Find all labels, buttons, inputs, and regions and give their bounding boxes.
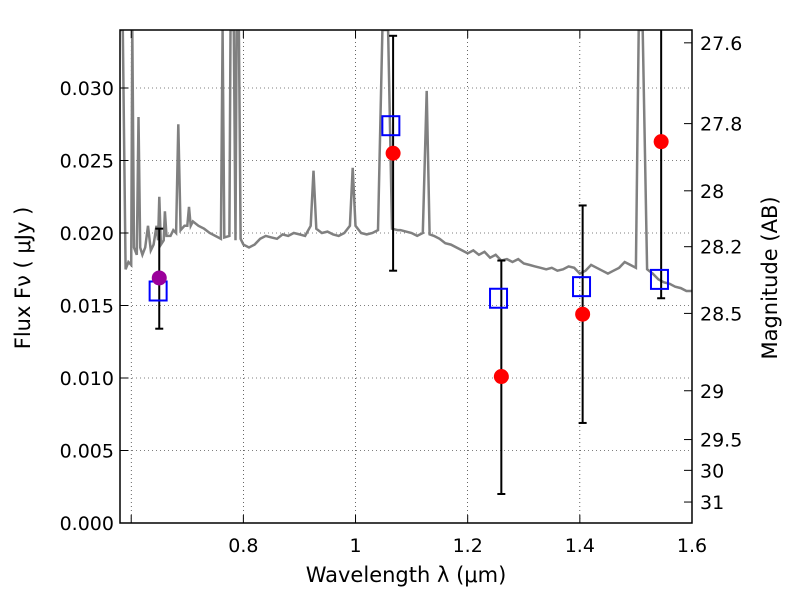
model-spectrum (120, 30, 692, 293)
circle-marker (151, 270, 167, 286)
data-markers (148, 115, 669, 385)
square-marker (572, 276, 592, 298)
circle-marker (385, 145, 401, 161)
y2-axis-ticks: 27.6 27.8 28 28.2 28.5 29 29.5 30 31 (684, 33, 742, 514)
x-tick-label: 1.2 (453, 535, 483, 557)
circle-marker (493, 369, 509, 385)
x-tick-label: 1.6 (677, 535, 707, 557)
y2-tick-label: 28.5 (700, 303, 742, 325)
circle-marker (575, 306, 591, 322)
y2-tick-label: 30 (700, 460, 724, 482)
y-tick-label: 0.000 (60, 513, 114, 535)
y-axis-ticks: 0.000 0.005 0.010 0.015 0.020 0.025 0.030 (60, 78, 128, 535)
y2-tick-label: 28.2 (700, 237, 742, 259)
x-tick-label: 0.8 (228, 535, 258, 557)
y-tick-label: 0.020 (60, 223, 114, 245)
square-marker (489, 287, 509, 309)
y2-tick-label: 29 (700, 381, 724, 403)
plot-frame (119, 29, 693, 524)
x-axis-ticks: 0.8 1 1.2 1.4 1.6 (130, 30, 707, 557)
square-marker (381, 115, 401, 137)
x-tick-label: 1 (349, 535, 361, 557)
y2-tick-label: 27.8 (700, 114, 742, 136)
y-tick-label: 0.030 (60, 78, 114, 100)
circle-marker (653, 134, 669, 150)
y-tick-label: 0.025 (60, 151, 114, 173)
x-tick-label: 1.4 (565, 535, 595, 557)
y-tick-label: 0.005 (60, 441, 114, 463)
y-tick-label: 0.015 (60, 296, 114, 318)
y2-tick-label: 31 (700, 492, 724, 514)
square-marker (649, 268, 669, 290)
y-tick-label: 0.010 (60, 368, 114, 390)
error-bars (155, 30, 666, 495)
grid-lines (120, 30, 693, 524)
x-axis-label: Wavelength λ (μm) (306, 563, 507, 587)
y2-tick-label: 29.5 (700, 430, 742, 452)
y2-axis-label: Magnitude (AB) (758, 196, 782, 359)
y-axis-label: Flux Fν ( μJy ) (11, 207, 35, 350)
spectrum-line (120, 30, 692, 293)
y2-tick-label: 27.6 (700, 33, 742, 55)
y2-tick-label: 28 (700, 181, 724, 203)
